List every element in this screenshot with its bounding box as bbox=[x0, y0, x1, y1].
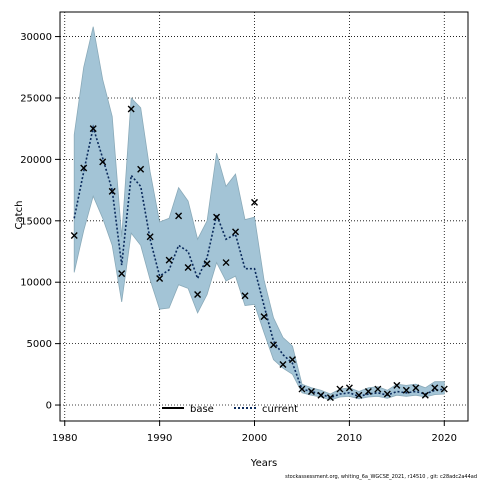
observed-point bbox=[364, 388, 372, 396]
observed-point bbox=[222, 259, 230, 267]
observed-point bbox=[336, 385, 344, 393]
legend: base current bbox=[162, 404, 298, 415]
observed-point bbox=[383, 390, 391, 398]
x-tick-label: 2000 bbox=[242, 433, 267, 444]
x-tick-label: 2020 bbox=[432, 433, 457, 444]
plot-frame bbox=[59, 11, 469, 422]
observed-point bbox=[402, 386, 410, 394]
observed-points bbox=[70, 105, 448, 402]
observed-point bbox=[412, 384, 420, 392]
observed-point bbox=[345, 384, 353, 392]
confidence-band bbox=[73, 26, 445, 401]
y-axis-title: Catch bbox=[14, 201, 25, 230]
observed-point bbox=[89, 125, 97, 133]
observed-point bbox=[108, 187, 116, 195]
observed-point bbox=[99, 158, 107, 166]
x-axis-title: Years bbox=[250, 458, 277, 469]
observed-point bbox=[260, 313, 268, 321]
observed-point bbox=[156, 275, 164, 283]
observed-point bbox=[241, 292, 249, 300]
observed-point bbox=[269, 341, 277, 349]
y-tick-label: 5000 bbox=[27, 339, 52, 350]
x-tick-label: 1990 bbox=[147, 433, 172, 444]
observed-point bbox=[440, 385, 448, 393]
observed-point bbox=[146, 233, 154, 241]
y-tick-label: 30000 bbox=[20, 32, 52, 43]
x-tick-label: 2010 bbox=[337, 433, 362, 444]
observed-point bbox=[165, 256, 173, 264]
grid bbox=[60, 12, 468, 421]
observed-point bbox=[80, 164, 88, 172]
observed-point bbox=[279, 361, 287, 368]
observed-point bbox=[137, 165, 145, 173]
current-series-line bbox=[73, 124, 445, 399]
y-axis: 0 5000 10000 15000 20000 25000 30000 bbox=[20, 32, 60, 412]
observed-point bbox=[127, 105, 135, 113]
observed-point bbox=[203, 260, 211, 268]
observed-point bbox=[288, 356, 296, 364]
observed-point bbox=[232, 228, 240, 236]
legend-base-label: base bbox=[190, 404, 214, 415]
y-tick-label: 20000 bbox=[20, 155, 52, 166]
y-tick-label: 0 bbox=[46, 401, 52, 412]
observed-point bbox=[194, 290, 202, 298]
observed-point bbox=[175, 212, 183, 220]
y-tick-label: 15000 bbox=[20, 216, 52, 227]
observed-point bbox=[298, 385, 306, 393]
observed-point bbox=[184, 263, 192, 271]
y-tick-label: 25000 bbox=[20, 93, 52, 104]
legend-current-label: current bbox=[262, 404, 298, 415]
observed-point bbox=[326, 394, 334, 402]
footer-note: stockassessment.org, whiting_6a_WGCSE_20… bbox=[285, 474, 477, 480]
observed-point bbox=[431, 384, 439, 392]
observed-point bbox=[251, 198, 259, 206]
observed-point bbox=[213, 213, 221, 221]
observed-point bbox=[118, 270, 126, 278]
x-tick-label: 1980 bbox=[52, 433, 77, 444]
y-tick-label: 10000 bbox=[20, 278, 52, 289]
observed-point bbox=[374, 385, 382, 393]
observed-point bbox=[307, 388, 315, 396]
observed-point bbox=[393, 381, 401, 389]
observed-point bbox=[355, 391, 363, 399]
observed-point bbox=[421, 391, 429, 399]
x-axis: 1980 1990 2000 2010 2020 bbox=[52, 421, 457, 444]
observed-point bbox=[317, 391, 325, 399]
observed-point bbox=[70, 232, 78, 240]
